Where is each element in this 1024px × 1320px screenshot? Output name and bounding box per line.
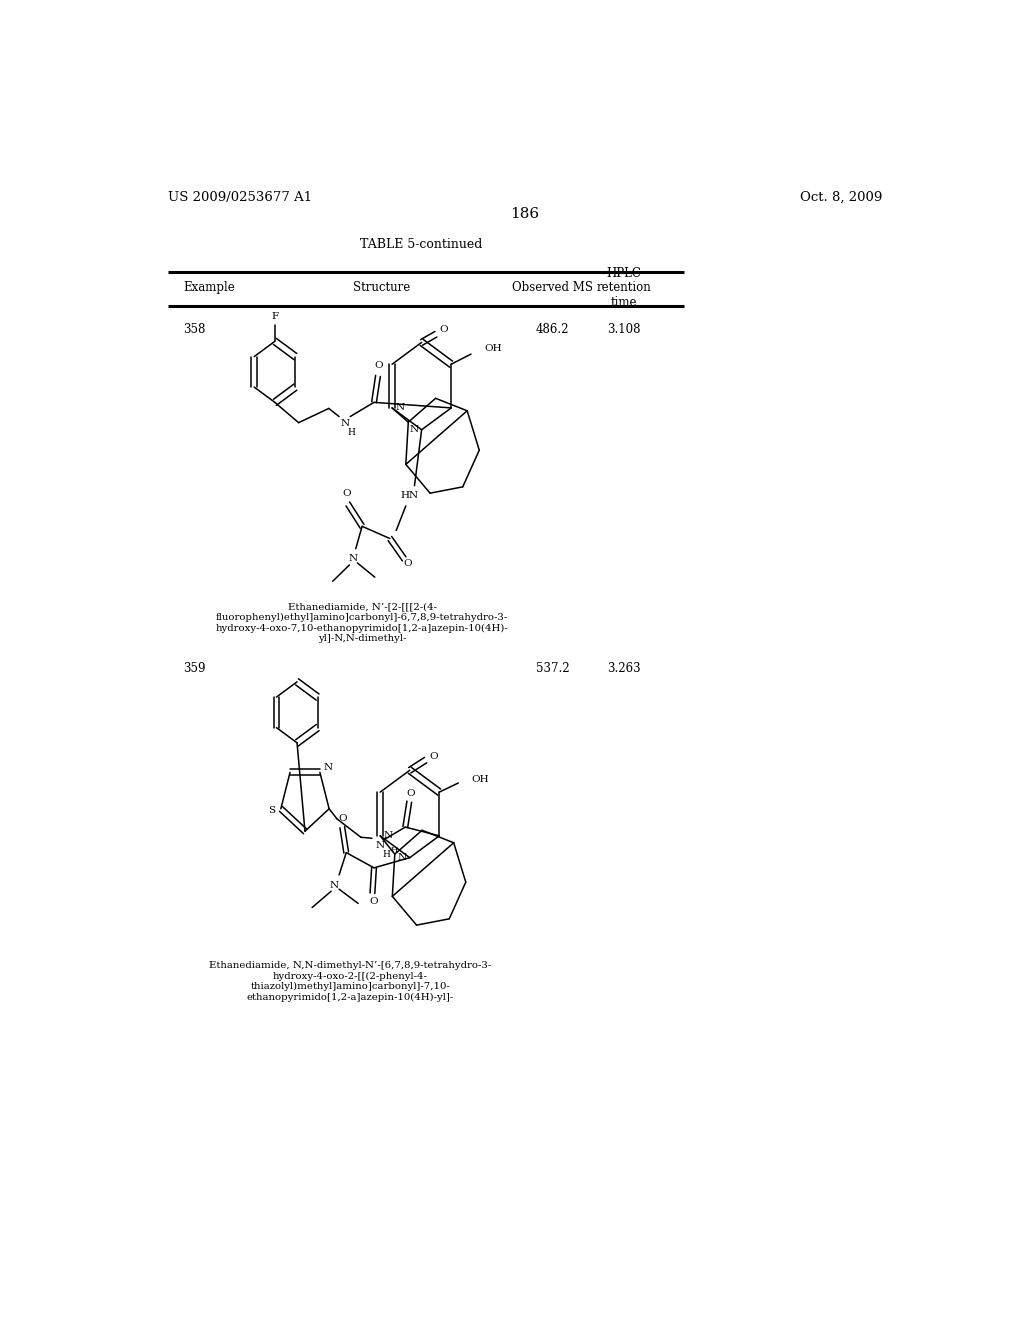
- Text: O: O: [370, 896, 378, 906]
- Text: US 2009/0253677 A1: US 2009/0253677 A1: [168, 191, 311, 203]
- Text: N: N: [410, 425, 418, 434]
- Text: retention: retention: [597, 281, 651, 294]
- Text: Ethanediamide, N’-[2-[[[2-(4-
fluorophenyl)ethyl]amino]carbonyl]-6,7,8,9-tetrahy: Ethanediamide, N’-[2-[[[2-(4- fluorophen…: [216, 602, 509, 643]
- Text: O: O: [407, 789, 415, 799]
- Text: S: S: [267, 807, 274, 816]
- Text: Observed MS: Observed MS: [512, 281, 593, 294]
- Text: H: H: [348, 428, 355, 437]
- Text: N: N: [324, 763, 333, 772]
- Text: N: N: [348, 554, 357, 564]
- Text: N: N: [376, 841, 384, 850]
- Text: Oct. 8, 2009: Oct. 8, 2009: [800, 191, 882, 203]
- Text: 186: 186: [510, 207, 540, 222]
- Text: 537.2: 537.2: [536, 661, 569, 675]
- Text: Example: Example: [183, 281, 236, 294]
- Text: 486.2: 486.2: [536, 323, 569, 337]
- Text: 359: 359: [183, 661, 206, 675]
- Text: O: O: [439, 325, 449, 334]
- Text: TABLE 5-continued: TABLE 5-continued: [360, 238, 483, 251]
- Text: 3.108: 3.108: [607, 323, 641, 337]
- Text: N: N: [384, 832, 392, 841]
- Text: N: N: [341, 420, 350, 428]
- Text: 358: 358: [183, 323, 206, 337]
- Text: N: N: [395, 404, 404, 412]
- Text: F: F: [271, 313, 279, 322]
- Text: N: N: [397, 853, 407, 862]
- Text: time: time: [610, 296, 637, 309]
- Text: O: O: [375, 362, 383, 370]
- Text: N: N: [330, 880, 339, 890]
- Text: O: O: [403, 560, 412, 569]
- Text: O: O: [429, 751, 438, 760]
- Text: OH: OH: [471, 775, 488, 784]
- Text: H: H: [382, 850, 390, 859]
- Text: HN: HN: [400, 491, 419, 500]
- Text: Ethanediamide, N,N-dimethyl-N’-[6,7,8,9-tetrahydro-3-
hydroxy-4-oxo-2-[[(2-pheny: Ethanediamide, N,N-dimethyl-N’-[6,7,8,9-…: [209, 961, 492, 1002]
- Text: 3.263: 3.263: [607, 661, 641, 675]
- Text: H: H: [390, 846, 397, 854]
- Text: HPLC: HPLC: [606, 267, 641, 280]
- Text: OH: OH: [484, 345, 502, 354]
- Text: O: O: [342, 490, 350, 499]
- Text: O: O: [338, 813, 346, 822]
- Text: Structure: Structure: [353, 281, 411, 294]
